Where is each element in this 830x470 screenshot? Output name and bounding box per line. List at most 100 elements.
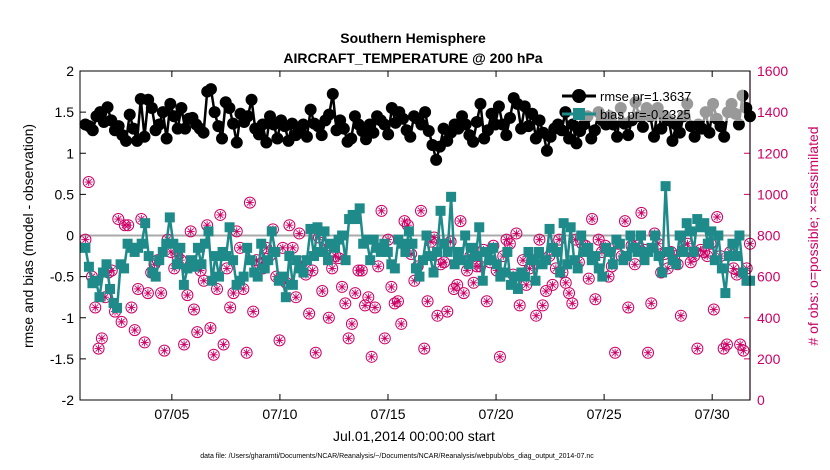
obs-assimilated-marker xyxy=(367,352,376,361)
rmse-point xyxy=(718,130,731,143)
legend-bias-marker xyxy=(573,108,585,120)
obs-possible-marker xyxy=(322,311,335,324)
obs-assimilated-marker xyxy=(611,348,620,357)
obs-possible-marker xyxy=(217,338,230,351)
obs-possible-marker xyxy=(359,299,372,312)
obs-possible-marker xyxy=(642,346,655,359)
obs-assimilated-marker xyxy=(189,305,198,314)
bias-point xyxy=(720,288,731,299)
bias-point xyxy=(716,263,727,274)
obs-possible-marker xyxy=(204,322,217,335)
bias-series xyxy=(80,181,755,313)
chart-title: Southern Hemisphere xyxy=(340,30,486,46)
obs-possible-marker xyxy=(707,303,720,316)
bias-point xyxy=(646,242,657,253)
obs-possible-marker xyxy=(122,219,135,232)
rmse-point xyxy=(559,106,572,119)
bias-point xyxy=(470,251,481,262)
obs-assimilated-marker xyxy=(469,278,478,287)
obs-possible-marker xyxy=(385,280,398,293)
rmse-point xyxy=(212,120,225,133)
obs-assimilated-marker xyxy=(459,289,468,298)
obs-possible-marker xyxy=(293,227,306,240)
right-tick-label: 1000 xyxy=(757,186,788,202)
bias-point xyxy=(625,230,636,241)
rmse-point xyxy=(430,153,443,166)
rmse-point xyxy=(315,129,328,142)
rmse-point xyxy=(714,120,727,133)
rmse-point xyxy=(208,106,221,119)
rmse-point xyxy=(378,118,391,131)
obs-assimilated-marker xyxy=(686,258,695,267)
obs-possible-marker xyxy=(622,301,635,314)
obs-assimilated-marker xyxy=(374,262,383,271)
obs-possible-marker xyxy=(414,204,427,217)
obs-assimilated-marker xyxy=(722,340,731,349)
obs-possible-marker xyxy=(95,332,108,345)
bias-point xyxy=(541,255,552,266)
obs-assimilated-marker xyxy=(420,344,429,353)
obs-assimilated-marker xyxy=(160,346,169,355)
obs-possible-marker xyxy=(138,336,151,349)
rmse-point xyxy=(252,128,265,141)
obs-assimilated-marker xyxy=(568,299,577,308)
bias-point xyxy=(90,275,101,286)
rmse-point xyxy=(326,88,339,101)
right-tick-label: 1600 xyxy=(757,63,788,79)
bias-point xyxy=(488,242,499,253)
obs-assimilated-marker xyxy=(229,289,238,298)
bias-point xyxy=(639,255,650,266)
obs-assimilated-marker xyxy=(328,264,337,273)
bias-point xyxy=(657,267,668,278)
rmse-point xyxy=(271,132,284,145)
obs-assimilated-marker xyxy=(676,311,685,320)
bias-point xyxy=(713,230,724,241)
bias-point xyxy=(101,259,112,270)
obs-assimilated-marker xyxy=(180,340,189,349)
obs-possible-marker xyxy=(734,338,747,351)
rmse-point xyxy=(485,107,498,120)
x-tick-label: 07/15 xyxy=(370,406,405,422)
y-axis-right-label: # of obs: o=possible; ×=assimilated xyxy=(805,126,821,345)
obs-assimilated-marker xyxy=(713,212,722,221)
obs-assimilated-marker xyxy=(584,274,593,283)
obs-assimilated-marker xyxy=(390,299,399,308)
rmse-point xyxy=(168,110,181,123)
obs-possible-marker xyxy=(375,204,388,217)
rmse-point xyxy=(120,134,133,147)
rmse-point xyxy=(123,108,136,121)
bias-point xyxy=(80,242,91,253)
obs-assimilated-marker xyxy=(377,206,386,215)
obs-assimilated-marker xyxy=(522,280,531,289)
obs-possible-marker xyxy=(691,342,704,355)
bias-point xyxy=(502,246,513,257)
rmse-point xyxy=(382,128,395,141)
obs-possible-marker xyxy=(368,301,381,314)
right-tick-label: 1200 xyxy=(757,145,788,161)
bias-point xyxy=(168,238,179,249)
bias-point xyxy=(632,246,643,257)
bias-point xyxy=(206,275,217,286)
obs-assimilated-marker xyxy=(594,235,603,244)
obs-possible-marker xyxy=(582,272,595,285)
obs-assimilated-marker xyxy=(548,280,557,289)
left-tick-label: 2 xyxy=(66,63,74,79)
obs-assimilated-marker xyxy=(729,264,738,273)
obs-assimilated-marker xyxy=(542,287,551,296)
bias-point xyxy=(161,238,172,249)
obs-assimilated-marker xyxy=(535,235,544,244)
obs-assimilated-marker xyxy=(739,346,748,355)
bias-point xyxy=(259,263,270,274)
left-tick-label: -1.5 xyxy=(50,351,74,367)
rmse-point xyxy=(112,120,125,133)
obs-possible-marker xyxy=(214,208,227,221)
bias-point xyxy=(481,246,492,257)
bias-point xyxy=(97,267,108,278)
rmse-point xyxy=(588,124,601,137)
x-axis: 07/05 07/10 07/15 07/20 07/25 07/30 xyxy=(154,71,730,422)
bias-point xyxy=(709,255,720,266)
bias-point xyxy=(410,263,421,274)
obs-assimilated-marker xyxy=(637,208,646,217)
obs-possible-marker xyxy=(316,285,329,298)
bias-point xyxy=(678,246,689,257)
